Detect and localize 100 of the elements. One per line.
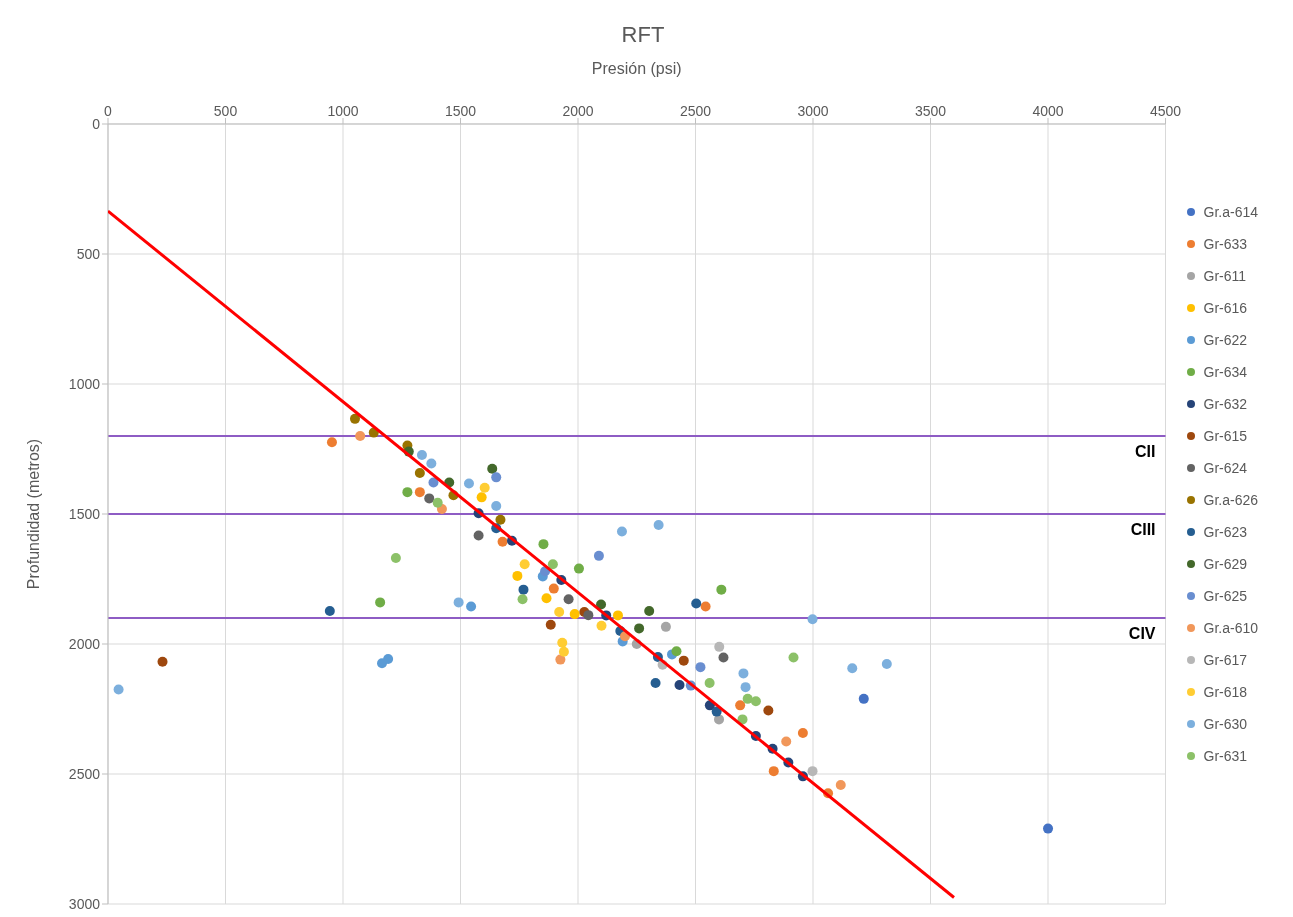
- point: [157, 656, 168, 667]
- point: [563, 594, 574, 605]
- x-tick-label: 4000: [1032, 103, 1064, 119]
- point: [519, 559, 530, 570]
- x-tick-label: 3000: [797, 103, 829, 119]
- ref-line-label: CIII: [1130, 521, 1156, 539]
- legend-label: Gr-623: [1203, 523, 1248, 542]
- y-tick-label: 1000: [68, 375, 101, 392]
- point: [375, 597, 386, 608]
- point: [738, 668, 749, 679]
- x-tick-label: 4500: [1149, 103, 1182, 119]
- point: [835, 779, 846, 790]
- point: [518, 584, 529, 595]
- point: [349, 413, 360, 424]
- point: [612, 610, 623, 621]
- point: [735, 700, 746, 711]
- y-tick-label: 3000: [68, 895, 101, 912]
- point: [424, 493, 435, 504]
- point: [432, 497, 443, 508]
- point: [674, 680, 685, 691]
- point: [678, 655, 689, 666]
- x-tick-label: 1500: [444, 103, 477, 119]
- point: [416, 449, 427, 460]
- legend-label: Gr-630: [1203, 715, 1248, 734]
- point: [807, 614, 818, 625]
- legend-label: Gr.a-610: [1203, 619, 1258, 638]
- point: [497, 536, 508, 547]
- point: [495, 514, 506, 525]
- point: [326, 437, 337, 448]
- point: [113, 684, 124, 695]
- point: [541, 593, 552, 604]
- legend-label: Gr-625: [1203, 587, 1248, 606]
- point: [596, 620, 607, 631]
- point: [491, 472, 502, 483]
- point: [1043, 823, 1054, 834]
- point: [768, 766, 779, 777]
- point: [653, 519, 664, 530]
- point: [881, 659, 892, 670]
- point: [414, 467, 425, 478]
- point: [788, 652, 799, 663]
- legend-label: Gr.a-614: [1203, 203, 1258, 222]
- point: [554, 607, 565, 618]
- x-tick-label: 2500: [679, 103, 712, 119]
- point: [750, 696, 761, 707]
- point: [847, 663, 858, 674]
- y-tick-label: 1500: [68, 505, 101, 522]
- point: [355, 431, 366, 441]
- point: [596, 599, 607, 610]
- x-tick-label: 500: [213, 103, 238, 119]
- y-tick-label: 500: [76, 245, 101, 262]
- point: [781, 736, 792, 747]
- legend-label: Gr-617: [1203, 651, 1248, 670]
- point: [660, 621, 671, 632]
- point: [557, 637, 568, 648]
- chart-title: RFT: [620, 21, 666, 49]
- point: [545, 619, 556, 630]
- point: [742, 693, 753, 704]
- point: [324, 605, 335, 616]
- x-axis-title: Presión (psi): [591, 60, 682, 77]
- point: [426, 458, 437, 469]
- point: [740, 682, 751, 693]
- ref-line-label: CII: [1135, 443, 1156, 461]
- point: [414, 487, 425, 498]
- point: [616, 526, 627, 537]
- legend-label: Gr-631: [1203, 747, 1248, 766]
- y-tick-label: 0: [92, 115, 101, 132]
- point: [716, 584, 727, 595]
- point: [548, 583, 559, 594]
- point: [858, 693, 869, 704]
- legend-label: Gr-633: [1203, 235, 1248, 254]
- legend-label: Gr-618: [1203, 683, 1248, 702]
- point: [402, 487, 413, 498]
- point: [807, 766, 818, 777]
- x-tick-label: 3500: [914, 103, 947, 119]
- legend-label: Gr.a-626: [1203, 491, 1258, 510]
- point: [650, 678, 661, 688]
- x-tick-label: 0: [104, 103, 113, 119]
- point: [473, 530, 484, 541]
- point: [377, 658, 388, 669]
- legend-label: Gr-615: [1203, 427, 1248, 446]
- point: [547, 559, 558, 570]
- ref-line-label: CIV: [1128, 625, 1156, 643]
- legend-label: Gr-611: [1203, 267, 1247, 286]
- point: [593, 550, 604, 561]
- y-axis-title: Profundidad (metros): [24, 438, 42, 590]
- point: [704, 678, 715, 688]
- point: [479, 482, 490, 493]
- point: [797, 727, 808, 738]
- point: [691, 598, 702, 609]
- point: [453, 597, 464, 608]
- point: [644, 605, 655, 616]
- legend-label: Gr-629: [1203, 555, 1248, 574]
- legend-label: Gr-624: [1203, 459, 1248, 478]
- legend-label: Gr-634: [1203, 363, 1248, 382]
- y-tick-label: 2000: [68, 635, 101, 652]
- legend-label: Gr-616: [1203, 299, 1248, 318]
- point: [763, 705, 774, 716]
- point: [491, 500, 502, 511]
- point: [476, 492, 487, 503]
- legend-label: Gr-622: [1203, 331, 1248, 350]
